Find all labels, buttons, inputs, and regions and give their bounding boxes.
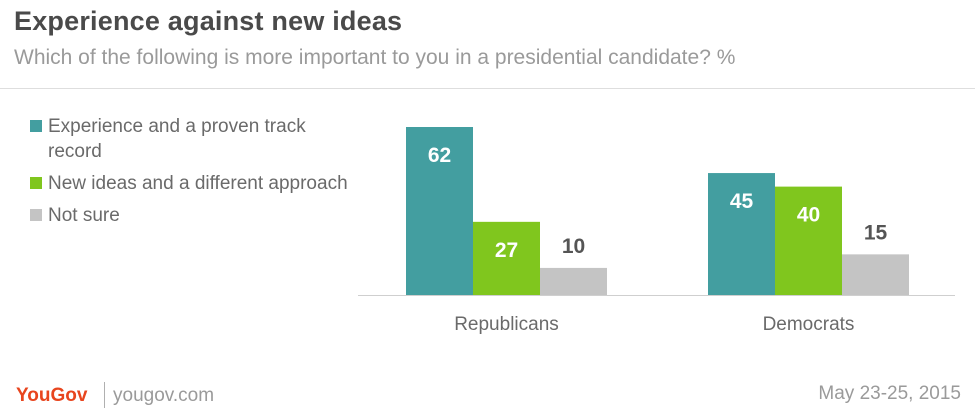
footer-site-link[interactable]: yougov.com xyxy=(113,385,215,406)
legend-swatch-new-ideas xyxy=(30,177,42,189)
data-label-democrats-series-0: 45 xyxy=(730,190,754,213)
legend-label-not-sure: Not sure xyxy=(48,205,120,226)
category-label-democrats: Democrats xyxy=(763,314,855,335)
chart-title: Experience against new ideas xyxy=(14,6,403,36)
legend-item-not-sure: Not sure xyxy=(30,203,350,228)
data-label-republicans-series-2: 10 xyxy=(562,235,585,258)
category-label-republicans: Republicans xyxy=(454,314,559,335)
yougov-logo: YouGov xyxy=(16,385,88,406)
chart-subtitle: Which of the following is more important… xyxy=(14,46,736,69)
legend-swatch-experience xyxy=(30,120,42,132)
legend-item-new-ideas: New ideas and a different approach xyxy=(30,171,350,196)
data-label-republicans-series-1: 27 xyxy=(495,239,518,262)
data-label-democrats-series-2: 15 xyxy=(864,221,888,244)
bar-republicans-series-1 xyxy=(473,221,540,295)
bar-republicans-series-0 xyxy=(406,127,473,295)
data-label-republicans-series-0: 62 xyxy=(428,144,451,167)
legend-label-experience: Experience and a proven track record xyxy=(48,116,306,162)
legend-item-experience: Experience and a proven track record xyxy=(30,114,350,164)
bar-democrats-series-1 xyxy=(775,186,842,295)
survey-date: May 23-25, 2015 xyxy=(818,383,961,404)
bar-democrats-series-2 xyxy=(842,254,909,295)
header-divider xyxy=(0,88,975,89)
bar-democrats-series-0 xyxy=(708,173,775,295)
bar-republicans-series-2 xyxy=(540,267,607,295)
legend-swatch-not-sure xyxy=(30,209,42,221)
legend: Experience and a proven track record New… xyxy=(30,114,350,235)
footer-separator xyxy=(104,382,105,408)
legend-label-new-ideas: New ideas and a different approach xyxy=(48,173,348,194)
data-label-democrats-series-1: 40 xyxy=(797,204,820,227)
